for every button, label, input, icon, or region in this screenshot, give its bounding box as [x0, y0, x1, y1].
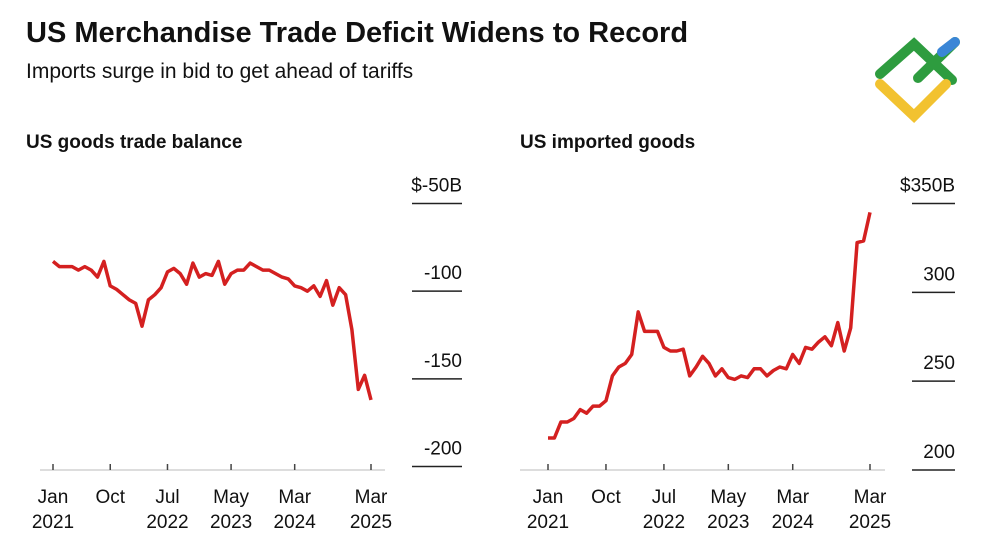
y-tick-label: 200: [923, 442, 955, 463]
line-series: [548, 212, 872, 440]
y-tick-label: 300: [923, 264, 955, 285]
x-tick-label: Oct: [95, 487, 125, 508]
x-tick-label: May 2023: [707, 487, 749, 533]
chart-title: US Merchandise Trade Deficit Widens to R…: [26, 17, 688, 49]
logo: [875, 37, 960, 123]
x-tick-label: Mar 2024: [772, 487, 815, 533]
y-tick-label: -200: [424, 438, 462, 459]
x-tick-label: Jan 2021: [32, 487, 74, 533]
x-tick-label: Jan 2021: [527, 487, 569, 533]
x-tick-label: Mar 2025: [350, 487, 392, 533]
x-tick-label: Oct: [591, 487, 621, 508]
y-tick-label: -150: [424, 351, 462, 372]
panel-title: US goods trade balance: [26, 132, 242, 153]
x-tick-label: Mar 2024: [274, 487, 317, 533]
y-tick-label: 250: [923, 353, 955, 374]
x-tick-label: Jul 2022: [146, 487, 188, 533]
x-tick-label: Jul 2022: [643, 487, 685, 533]
x-tick-label: Mar 2025: [849, 487, 891, 533]
chart-subtitle: Imports surge in bid to get ahead of tar…: [26, 60, 413, 83]
y-tick-label: -100: [424, 263, 462, 284]
line-series: [51, 259, 373, 401]
y-tick-label: $-50B: [411, 176, 462, 197]
y-tick-label: $350B: [900, 176, 955, 197]
panel-title: US imported goods: [520, 132, 695, 153]
x-tick-label: May 2023: [210, 487, 252, 533]
